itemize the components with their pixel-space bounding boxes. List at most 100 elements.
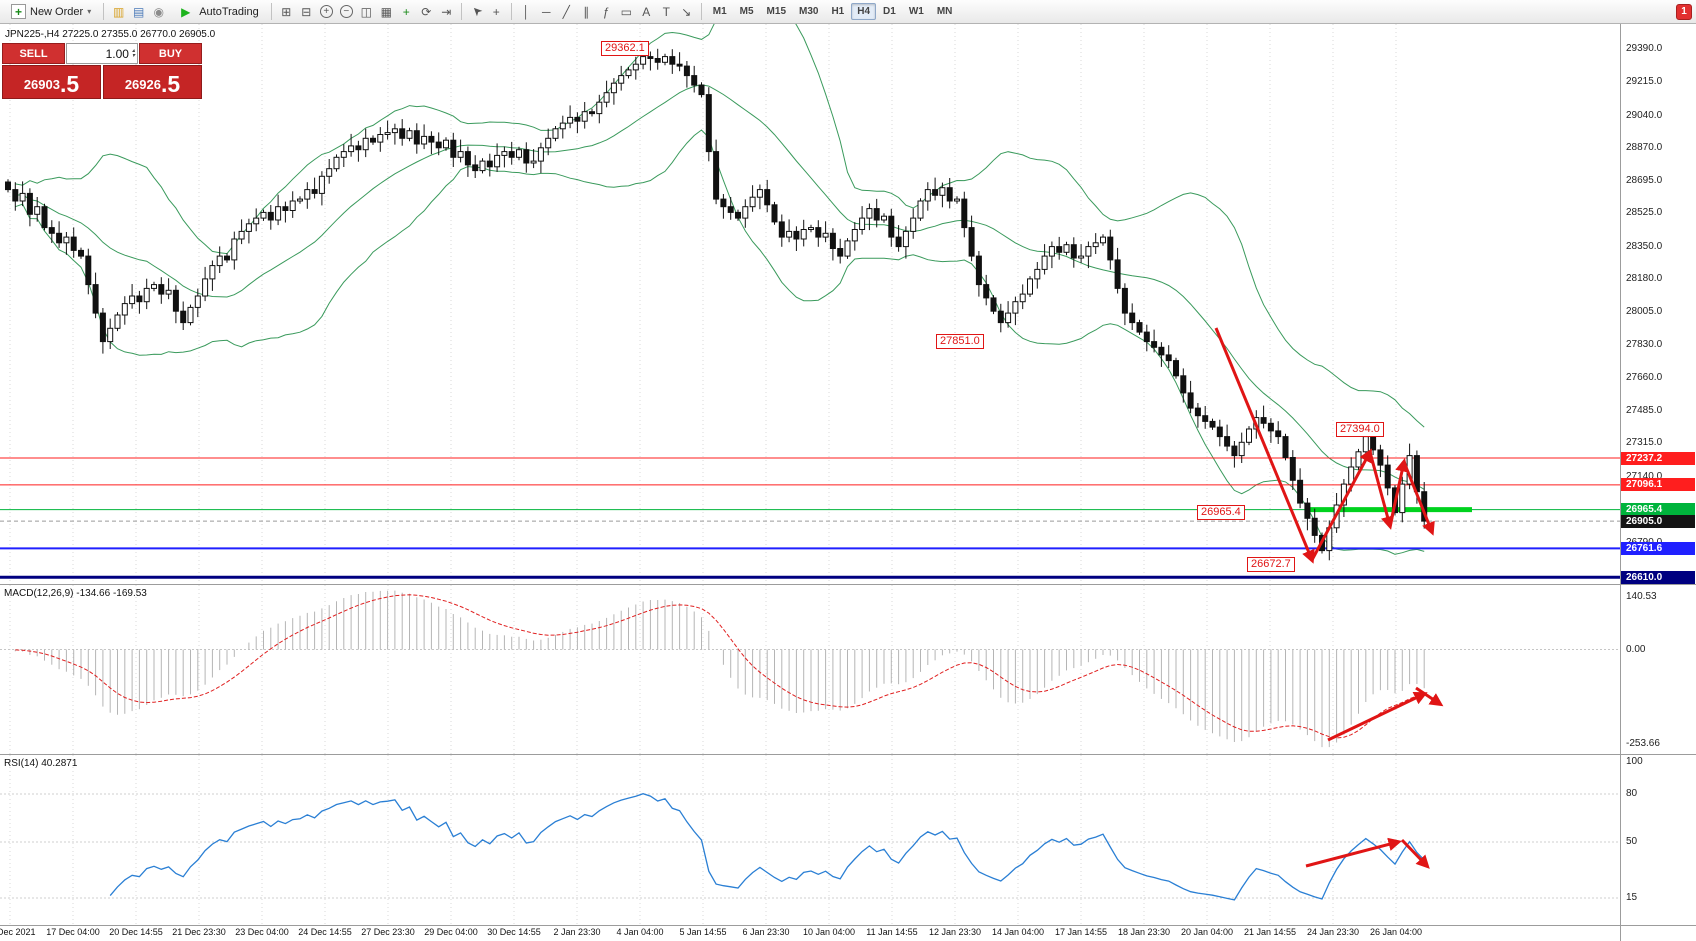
vertical-line-icon[interactable]: │ bbox=[517, 2, 536, 21]
time-label: 21 Jan 14:55 bbox=[1243, 927, 1297, 937]
timeframe-w1[interactable]: W1 bbox=[903, 3, 930, 20]
sell-price-main: 26903 bbox=[23, 77, 60, 92]
volume-input[interactable]: 1.00 ▴ ▾ bbox=[66, 43, 138, 64]
macd-signal-line bbox=[15, 594, 1425, 739]
price-annotation[interactable]: 29362.1 bbox=[601, 41, 649, 56]
price-tag: 26610.0 bbox=[1621, 570, 1695, 584]
trend-arrow[interactable] bbox=[1214, 327, 1315, 564]
rsi-scale-label: 80 bbox=[1626, 788, 1638, 799]
data-window-icon[interactable]: ▦ bbox=[377, 2, 396, 21]
time-label: 20 Dec 14:55 bbox=[109, 927, 163, 937]
trendline-icon[interactable]: ╱ bbox=[557, 2, 576, 21]
trend-arrow[interactable] bbox=[1388, 458, 1409, 527]
price-tick: 27830.0 bbox=[1626, 339, 1663, 351]
trend-arrow[interactable] bbox=[1368, 451, 1395, 530]
price-tick: 28350.0 bbox=[1626, 240, 1663, 252]
time-label: 29 Dec 04:00 bbox=[424, 927, 478, 937]
trend-arrow[interactable] bbox=[1327, 691, 1428, 742]
price-annotation[interactable]: 27851.0 bbox=[936, 334, 984, 349]
price-tick: 29215.0 bbox=[1626, 76, 1663, 88]
price-annotation[interactable]: 26965.4 bbox=[1197, 505, 1245, 520]
one-click-trading-panel: SELL 1.00 ▴ ▾ BUY 26903.5 26926.5 bbox=[2, 43, 202, 99]
timeframe-m15[interactable]: M15 bbox=[761, 3, 792, 20]
price-tick: 27660.0 bbox=[1626, 371, 1663, 383]
buy-price-main: 26926 bbox=[124, 77, 161, 92]
price-tick: 28525.0 bbox=[1626, 207, 1663, 219]
label-icon[interactable]: T bbox=[657, 2, 676, 21]
bollinger-upper-band bbox=[15, 0, 1425, 428]
shapes-icon[interactable]: ▭ bbox=[617, 2, 636, 21]
sell-price-pips: .5 bbox=[59, 71, 80, 97]
horizontal-line-icon[interactable]: ─ bbox=[537, 2, 556, 21]
macd-indicator-label: MACD(12,26,9) -134.66 -169.53 bbox=[4, 588, 147, 599]
profiles-icon[interactable]: ⊟ bbox=[297, 2, 316, 21]
sell-button[interactable]: SELL bbox=[2, 43, 65, 64]
toolbar-separator bbox=[510, 3, 512, 20]
pointer-icons-group: ➤ + bbox=[467, 2, 506, 21]
account-icons-group: ▥ ▤ ◉ bbox=[109, 2, 168, 21]
zoom-in-icon[interactable]: + bbox=[319, 5, 333, 18]
chevron-down-icon: ▾ bbox=[87, 7, 92, 16]
timeframe-m5[interactable]: M5 bbox=[734, 3, 760, 20]
trend-arrow[interactable] bbox=[1400, 838, 1430, 869]
price-tick: 27140.0 bbox=[1626, 470, 1663, 482]
trend-arrow[interactable] bbox=[1310, 448, 1372, 561]
text-icon[interactable]: A bbox=[637, 2, 656, 21]
time-label: 11 Jan 14:55 bbox=[866, 927, 918, 937]
period-clock-icon[interactable]: ⟳ bbox=[417, 2, 436, 21]
notification-badge[interactable]: 1 bbox=[1676, 3, 1692, 20]
price-annotation[interactable]: 26672.7 bbox=[1247, 557, 1295, 572]
macd-histogram bbox=[14, 590, 1425, 748]
chart-window-title: JPN225-,H4 27225.0 27355.0 26770.0 26905… bbox=[5, 29, 216, 40]
trend-arrow[interactable] bbox=[1402, 461, 1435, 536]
trend-arrow[interactable] bbox=[1415, 686, 1444, 707]
time-label: 17 Jan 14:55 bbox=[1054, 927, 1108, 937]
timeframe-h4[interactable]: H4 bbox=[851, 3, 877, 20]
new-order-button[interactable]: + New Order ▾ bbox=[4, 2, 98, 22]
timeframe-mn[interactable]: MN bbox=[931, 3, 959, 20]
macd-scale-label: 0.00 bbox=[1626, 643, 1646, 655]
chart-icons-group: ⊞ ⊟ + − ◫ ▦ + ⟳ ⇥ bbox=[277, 2, 456, 21]
sell-price[interactable]: 26903.5 bbox=[2, 65, 101, 99]
channel-icon[interactable]: ∥ bbox=[577, 2, 596, 21]
add-indicator-icon[interactable]: + bbox=[397, 2, 416, 21]
rsi-scale-label: 50 bbox=[1626, 836, 1638, 847]
spinner-up-icon[interactable]: ▴ bbox=[131, 47, 135, 54]
toolbar-separator bbox=[103, 3, 105, 20]
new-order-icon: + bbox=[11, 4, 26, 19]
zoom-out-icon[interactable]: − bbox=[339, 5, 353, 18]
autotrading-button[interactable]: ▶ AutoTrading bbox=[169, 2, 266, 22]
time-label: 30 Dec 14:55 bbox=[487, 927, 541, 937]
timeframe-m1[interactable]: M1 bbox=[707, 3, 733, 20]
time-label: 26 Jan 04:00 bbox=[1369, 927, 1423, 937]
rsi-scale-label: 100 bbox=[1626, 756, 1643, 767]
news-icon[interactable]: ◉ bbox=[149, 2, 168, 21]
volume-spinner[interactable]: ▴ ▾ bbox=[131, 47, 135, 59]
timeframe-m30[interactable]: M30 bbox=[793, 3, 824, 20]
timeframe-h1[interactable]: H1 bbox=[825, 3, 850, 20]
reports-icon[interactable]: ▤ bbox=[129, 2, 148, 21]
deposit-icon[interactable]: ▥ bbox=[109, 2, 128, 21]
tile-windows-icon[interactable]: ◫ bbox=[357, 2, 376, 21]
time-label: 16 Dec 2021 bbox=[0, 927, 36, 937]
arrows-icon[interactable]: ↘ bbox=[677, 2, 696, 21]
fibonacci-icon[interactable]: ƒ bbox=[597, 2, 616, 21]
chart-shift-icon[interactable]: ⇥ bbox=[437, 2, 456, 21]
toolbar-separator bbox=[460, 3, 462, 20]
time-label: 4 Jan 04:00 bbox=[616, 927, 664, 937]
spinner-down-icon[interactable]: ▾ bbox=[131, 52, 135, 59]
timeframe-d1[interactable]: D1 bbox=[877, 3, 902, 20]
crosshair-icon[interactable]: + bbox=[487, 2, 506, 21]
cursor-icon[interactable]: ➤ bbox=[463, 0, 490, 25]
buy-price[interactable]: 26926.5 bbox=[103, 65, 202, 99]
price-annotation[interactable]: 27394.0 bbox=[1336, 422, 1384, 437]
toolbar-separator bbox=[700, 3, 702, 20]
trend-arrow[interactable] bbox=[1305, 837, 1402, 868]
time-label: 2 Jan 23:30 bbox=[553, 927, 601, 937]
play-icon: ▶ bbox=[181, 4, 191, 19]
buy-button[interactable]: BUY bbox=[139, 43, 202, 64]
time-label: 24 Jan 23:30 bbox=[1306, 927, 1360, 937]
price-tag: 26761.6 bbox=[1621, 541, 1695, 555]
new-chart-icon[interactable]: ⊞ bbox=[277, 2, 296, 21]
